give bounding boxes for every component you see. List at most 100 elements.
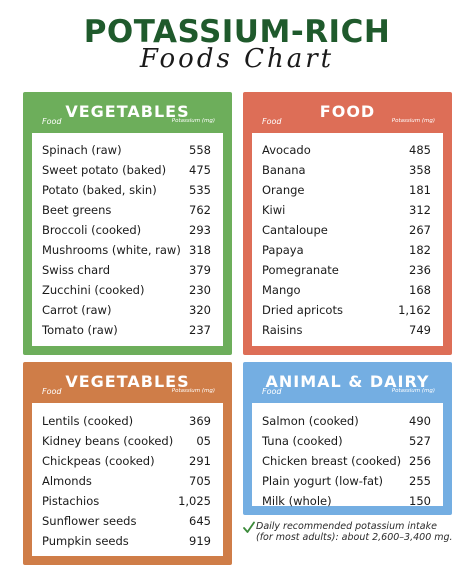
food-name: Spinach (raw) <box>42 143 122 157</box>
table-row: Carrot (raw) 320 <box>42 300 211 320</box>
potassium-value: 358 <box>409 163 431 177</box>
potassium-value: 237 <box>189 323 211 337</box>
table-row: Pistachios 1,025 <box>42 491 211 511</box>
table-row: Plain yogurt (low-fat) 255 <box>262 471 431 491</box>
food-name: Lentils (cooked) <box>42 414 134 428</box>
food-name: Plain yogurt (low-fat) <box>262 474 384 488</box>
card-food: FOOD Food Potassium (mg) Avocado 485 Banan… <box>243 92 452 355</box>
column-headers: Food Potassium (mg) <box>243 117 452 131</box>
page-title: POTASSIUM-RICH <box>83 14 391 50</box>
potassium-value: 312 <box>409 203 431 217</box>
food-name: Chickpeas (cooked) <box>42 454 155 468</box>
table-row: Salmon (cooked) 490 <box>262 411 431 431</box>
column-food-label: Food <box>42 387 62 396</box>
food-name: Broccoli (cooked) <box>42 223 142 237</box>
food-name: Mushrooms (white, raw) <box>42 243 181 257</box>
table-row: Dried apricots 1,162 <box>262 300 431 320</box>
table-row: Raisins 749 <box>262 320 431 340</box>
table-row: Spinach (raw) 558 <box>42 140 211 160</box>
food-name: Pumpkin seeds <box>42 534 129 548</box>
potassium-value: 168 <box>409 283 431 297</box>
card-vegetables-legumes: VEGETABLES Food Potassium (mg) Lentils (… <box>23 362 232 565</box>
food-name: Dried apricots <box>262 303 343 317</box>
column-headers: Food Potassium (mg) <box>23 387 232 401</box>
potassium-value: 379 <box>189 263 211 277</box>
potassium-value: 267 <box>409 223 431 237</box>
column-headers: Food Potassium (mg) <box>243 387 452 401</box>
potassium-value: 293 <box>189 223 211 237</box>
potassium-value: 318 <box>189 243 211 257</box>
column-food-label: Food <box>262 117 282 126</box>
potassium-value: 182 <box>409 243 431 257</box>
food-name: Raisins <box>262 323 303 337</box>
card-table: Spinach (raw) 558 Sweet potato (baked) 475 P… <box>32 133 223 346</box>
food-name: Tuna (cooked) <box>262 434 343 448</box>
table-row: Beet greens 762 <box>42 200 211 220</box>
food-name: Milk (whole) <box>262 494 332 508</box>
table-row: Orange 181 <box>262 180 431 200</box>
food-name: Carrot (raw) <box>42 303 112 317</box>
potassium-value: 181 <box>409 183 431 197</box>
food-name: Tomato (raw) <box>42 323 118 337</box>
card-heading: FOOD <box>319 101 376 121</box>
note-line-2: (for most adults): about 2,600–3,400 mg. <box>256 532 453 543</box>
potassium-value: 230 <box>189 283 211 297</box>
card-heading: VEGETABLES <box>65 371 190 391</box>
table-row: Tuna (cooked) 527 <box>262 431 431 451</box>
potassium-value: 150 <box>409 494 431 508</box>
potassium-value: 320 <box>189 303 211 317</box>
column-potassium-label: Potassium (mg) <box>391 118 435 124</box>
potassium-value: 645 <box>189 514 211 528</box>
potassium-value: 291 <box>189 454 211 468</box>
card-heading: ANIMAL & DAIRY <box>265 371 430 391</box>
table-row: Broccoli (cooked) 293 <box>42 220 211 240</box>
table-row: Zucchini (cooked) 230 <box>42 280 211 300</box>
food-name: Potato (baked, skin) <box>42 183 157 197</box>
table-row: Almonds 705 <box>42 471 211 491</box>
food-name: Almonds <box>42 474 92 488</box>
food-name: Cantaloupe <box>262 223 328 237</box>
column-headers: Food Potassium (mg) <box>23 117 232 131</box>
potassium-value: 490 <box>409 414 431 428</box>
food-name: Mango <box>262 283 301 297</box>
potassium-value: 1,025 <box>178 494 211 508</box>
checkmark-icon <box>243 521 255 533</box>
card-animal-dairy: ANIMAL & DAIRY Food Potassium (mg) Salmo… <box>243 362 452 515</box>
potassium-value: 256 <box>409 454 431 468</box>
table-row: Sweet potato (baked) 475 <box>42 160 211 180</box>
table-row: Kidney beans (cooked) 05 <box>42 431 211 451</box>
food-name: Kidney beans (cooked) <box>42 434 174 448</box>
food-name: Zucchini (cooked) <box>42 283 145 297</box>
table-row: Chicken breast (cooked) 256 <box>262 451 431 471</box>
column-potassium-label: Potassium (mg) <box>171 388 215 394</box>
card-table: Avocado 485 Banana 358 Orange 181 Kiwi 312 Canta… <box>252 133 443 346</box>
food-name: Avocado <box>262 143 311 157</box>
table-row: Sunflower seeds 645 <box>42 511 211 531</box>
card-table: Lentils (cooked) 369 Kidney beans (cooked)… <box>32 403 223 556</box>
food-name: Kiwi <box>262 203 286 217</box>
food-name: Chicken breast (cooked) <box>262 454 402 468</box>
food-name: Salmon (cooked) <box>262 414 359 428</box>
column-potassium-label: Potassium (mg) <box>171 118 215 124</box>
potassium-value: 1,162 <box>398 303 431 317</box>
food-name: Beet greens <box>42 203 112 217</box>
potassium-value: 535 <box>189 183 211 197</box>
food-name: Banana <box>262 163 306 177</box>
potassium-value: 705 <box>189 474 211 488</box>
potassium-value: 485 <box>409 143 431 157</box>
table-row: Kiwi 312 <box>262 200 431 220</box>
food-name: Orange <box>262 183 305 197</box>
potassium-value: 369 <box>189 414 211 428</box>
food-name: Sweet potato (baked) <box>42 163 167 177</box>
table-row: Potato (baked, skin) 535 <box>42 180 211 200</box>
table-row: Tomato (raw) 237 <box>42 320 211 340</box>
page-subtitle: Foods Chart <box>139 44 335 74</box>
table-row: Mushrooms (white, raw) 318 <box>42 240 211 260</box>
column-food-label: Food <box>262 387 282 396</box>
potassium-value: 762 <box>189 203 211 217</box>
potassium-value: 749 <box>409 323 431 337</box>
food-name: Pistachios <box>42 494 100 508</box>
potassium-value: 05 <box>196 434 211 448</box>
column-potassium-label: Potassium (mg) <box>391 388 435 394</box>
